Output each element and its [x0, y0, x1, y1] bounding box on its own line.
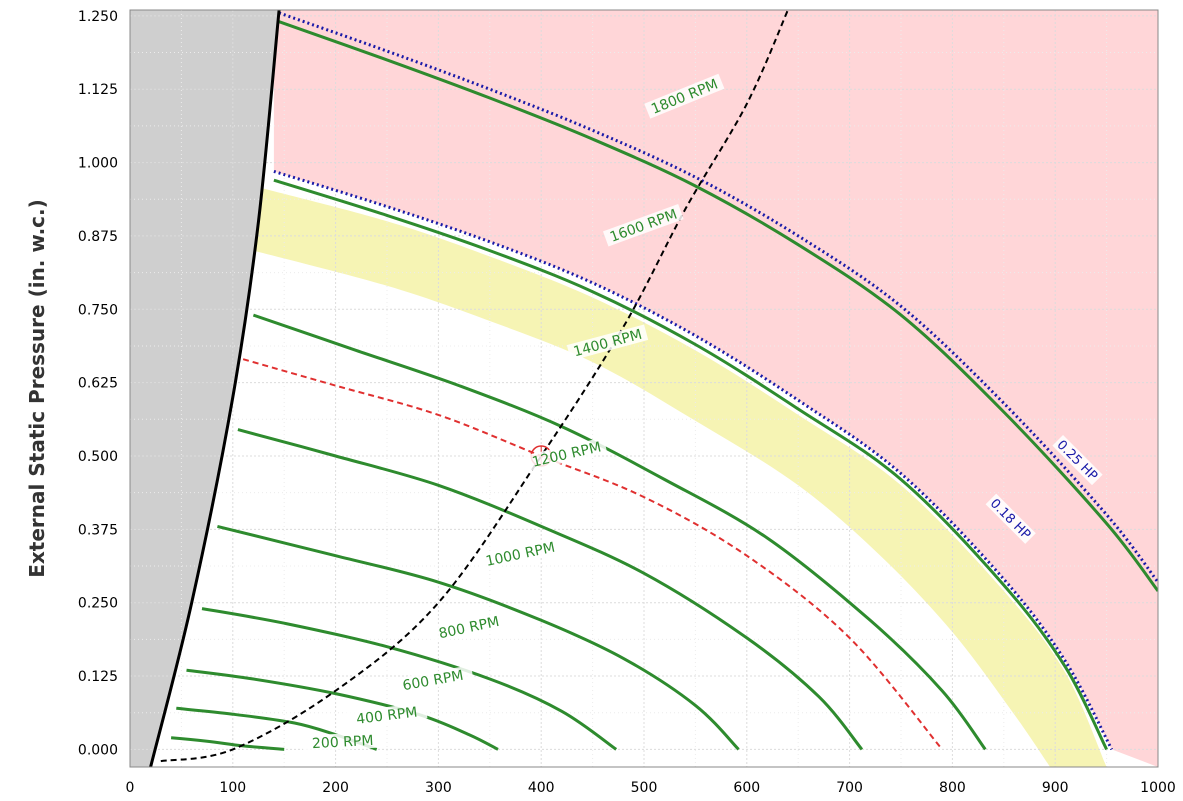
fan-curve-label-bg	[479, 537, 562, 570]
hp-limit-label-bg	[1052, 434, 1103, 486]
caution-region	[253, 186, 1107, 767]
x-tick-label: 300	[425, 780, 452, 796]
x-tick-label: 800	[939, 780, 966, 796]
fan-curve-label-bg	[428, 610, 510, 644]
x-tick-label: 100	[219, 780, 246, 796]
y-tick-label: 1.000	[78, 156, 118, 172]
y-tick-label: 0.250	[78, 596, 118, 612]
x-tick-label: 900	[1042, 780, 1069, 796]
fan-curve-label-bg	[566, 324, 649, 361]
fan-curve-line	[237, 428, 864, 751]
x-tick-label: 200	[322, 780, 349, 796]
fan-curve-line	[170, 736, 285, 751]
fan-curve-label-bg	[602, 204, 684, 247]
x-tick-label: 1000	[1140, 780, 1176, 796]
y-tick-label: 0.125	[78, 669, 118, 685]
y-axis-label: External Static Pressure (in. w.c.)	[25, 199, 49, 578]
hp-limit-label-bg	[985, 493, 1036, 544]
fan-curve-line	[217, 524, 740, 751]
x-tick-label: 400	[528, 780, 555, 796]
hp-limit-line	[278, 11, 1158, 584]
fan-curve-label-group: 400 RPM	[346, 702, 428, 728]
fan-curve-line	[273, 178, 1108, 751]
y-tick-label: 1.125	[78, 82, 118, 98]
fan-curve-label-bg	[346, 702, 428, 728]
fan-curve-label-bg	[525, 437, 608, 471]
y-tick-label: 0.500	[78, 449, 118, 465]
x-tick-label: 700	[836, 780, 863, 796]
fan-curve-label-bg	[302, 731, 384, 752]
x-tick-label: 600	[733, 780, 760, 796]
y-tick-label: 1.250	[78, 9, 118, 25]
fan-curve-label-bg	[644, 73, 725, 119]
y-tick-label: 0.750	[78, 302, 118, 318]
y-tick-label: 0.375	[78, 522, 118, 538]
fan-curve-line	[252, 313, 987, 751]
selected-speed-curve	[242, 358, 943, 751]
y-tick-label: 0.000	[78, 742, 118, 758]
x-tick-label: 0	[126, 780, 135, 796]
fan-curve-label: 400 RPM	[355, 704, 418, 727]
y-tick-label: 0.875	[78, 229, 118, 245]
fan-curve-label-bg	[392, 665, 474, 695]
stall-region	[130, 10, 280, 767]
stall-boundary-line	[149, 10, 281, 767]
fan-curve-label: 200 RPM	[312, 733, 374, 752]
fan-curve-line	[186, 668, 499, 751]
fan-curve-line	[278, 20, 1158, 592]
plot-frame	[129, 9, 1159, 768]
fan-curve-label-group: 200 RPM	[302, 731, 384, 752]
x-tick-label: 500	[631, 780, 658, 796]
y-tick-label: 0.625	[78, 376, 118, 392]
system-curve	[160, 10, 789, 763]
fan-curve-line	[201, 607, 618, 751]
